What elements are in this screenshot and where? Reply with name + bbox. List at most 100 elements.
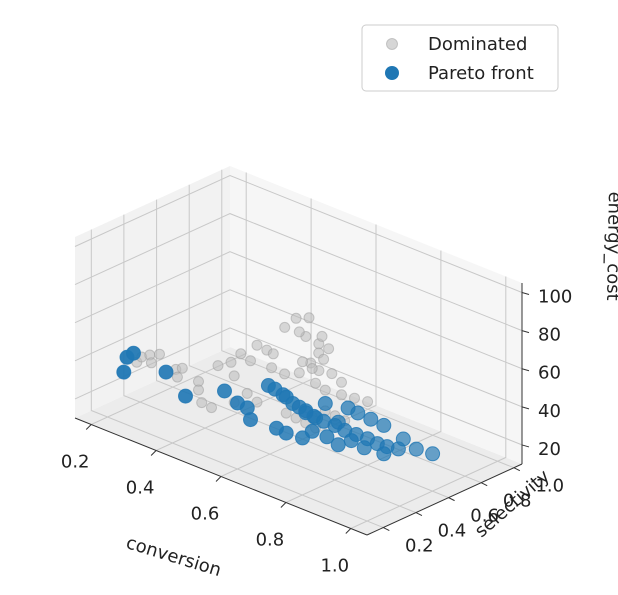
y-tick-1 <box>415 512 423 517</box>
pareto-point-4 <box>178 388 193 404</box>
dominated-point-29 <box>318 353 330 365</box>
grid-y-4 <box>221 169 514 469</box>
legend-frame <box>361 24 559 92</box>
dominated-point-15 <box>251 339 263 351</box>
x-tick-2 <box>215 476 222 482</box>
pareto-point-29 <box>317 396 333 411</box>
pareto-point-8 <box>243 412 258 428</box>
pareto-point-42 <box>376 446 392 462</box>
x-tick-0 <box>85 424 92 430</box>
dominated-point-35 <box>349 392 360 404</box>
dominated-point-12 <box>235 348 247 360</box>
axis-lines <box>74 283 530 536</box>
pareto-point-33 <box>343 433 359 449</box>
z-tick-label-2: 60 <box>538 363 561 384</box>
z-tick-label-4: 100 <box>538 287 572 308</box>
y-tick-label-4: 1.0 <box>535 476 564 497</box>
grid-z-2 <box>74 251 523 370</box>
grid-x-2 <box>220 224 377 477</box>
pareto-point-39 <box>269 420 284 436</box>
dominated-point-22 <box>323 343 335 355</box>
y-axis-line <box>366 463 523 536</box>
z-tick-1 <box>521 406 530 410</box>
legend-label-dominated: Dominated <box>428 34 527 55</box>
dominated-point-9 <box>193 384 204 396</box>
data-points <box>116 312 441 462</box>
grid-x-4 <box>350 276 507 529</box>
legend-marker-pareto <box>385 66 399 80</box>
grid-y-0 <box>90 229 384 528</box>
legend: Dominated Pareto front <box>361 24 559 92</box>
dominated-point-32 <box>310 377 321 389</box>
z-axis-label: energy_cost <box>602 191 618 300</box>
z-tick-4 <box>521 292 530 296</box>
dominated-point-19 <box>290 312 302 324</box>
legend-marker-dominated <box>386 38 398 50</box>
y-tick-4 <box>513 467 521 472</box>
pareto-point-35 <box>319 429 335 445</box>
grid-z-1 <box>74 289 523 408</box>
pareto-point-37 <box>295 430 310 446</box>
dominated-point-18 <box>279 321 291 333</box>
z-tick-0 <box>521 444 530 448</box>
dominated-point-53 <box>196 397 208 409</box>
pareto-point-28 <box>340 400 356 416</box>
dominated-point-28 <box>293 367 305 379</box>
grid-y-1 <box>123 214 417 514</box>
x-tick-label-3: 0.8 <box>256 530 285 551</box>
dominated-point-30 <box>326 368 338 380</box>
y-tick-0 <box>383 527 390 531</box>
x-tick-3 <box>280 502 287 508</box>
dominated-point-41 <box>279 368 291 380</box>
z-tick-label-0: 20 <box>538 439 561 460</box>
dominated-point-33 <box>319 384 331 396</box>
dominated-point-54 <box>206 402 217 414</box>
z-tick-2 <box>521 368 530 372</box>
y-tick-2 <box>448 497 455 502</box>
dominated-point-10 <box>212 360 224 372</box>
pareto-point-1 <box>126 345 141 361</box>
x-tick-label-4: 1.0 <box>320 556 349 577</box>
dominated-point-36 <box>362 396 374 408</box>
pareto-point-2 <box>116 364 132 380</box>
pareto-point-30 <box>330 414 346 430</box>
pareto-point-3 <box>158 364 174 380</box>
z-tick-label-3: 80 <box>538 325 561 346</box>
dominated-point-17 <box>267 348 279 360</box>
dominated-point-34 <box>336 389 347 401</box>
y-tick-label-0: 0.2 <box>405 536 434 557</box>
pareto-point-43 <box>356 440 372 456</box>
x-tick-label-1: 0.4 <box>126 478 155 499</box>
pareto-point-25 <box>376 417 392 433</box>
grid-x-1 <box>155 198 312 451</box>
x-tick-label-2: 0.6 <box>191 504 220 525</box>
dominated-point-6 <box>171 371 183 383</box>
grid-y-2 <box>156 199 449 499</box>
x-axis-label: conversion <box>124 532 224 581</box>
dominated-point-3 <box>145 357 157 369</box>
dominated-point-51 <box>303 312 315 324</box>
pareto-point-5 <box>217 383 232 399</box>
dominated-point-11 <box>225 356 237 368</box>
dominated-point-26 <box>306 363 318 374</box>
y-tick-label-2: 0.6 <box>470 506 499 527</box>
y-tick-label-1: 0.4 <box>438 521 467 542</box>
dominated-point-50 <box>293 326 305 338</box>
y-tick-3 <box>480 482 488 487</box>
pareto-point-40 <box>408 441 424 457</box>
z-tick-3 <box>521 330 530 334</box>
dominated-point-4 <box>154 348 165 360</box>
pareto-point-32 <box>298 405 314 421</box>
y-tick-label-3: 0.8 <box>503 491 532 512</box>
dominated-point-42 <box>241 387 253 399</box>
dominated-point-52 <box>316 330 328 342</box>
dominated-point-31 <box>336 376 347 388</box>
dominated-point-25 <box>297 356 308 368</box>
dominated-point-7 <box>176 362 188 374</box>
grid-z-4 <box>74 174 523 293</box>
grid-x-3 <box>285 250 442 503</box>
x-tick-label-0: 0.2 <box>61 452 90 473</box>
x-tick-4 <box>345 528 352 534</box>
dominated-point-14 <box>228 370 240 382</box>
